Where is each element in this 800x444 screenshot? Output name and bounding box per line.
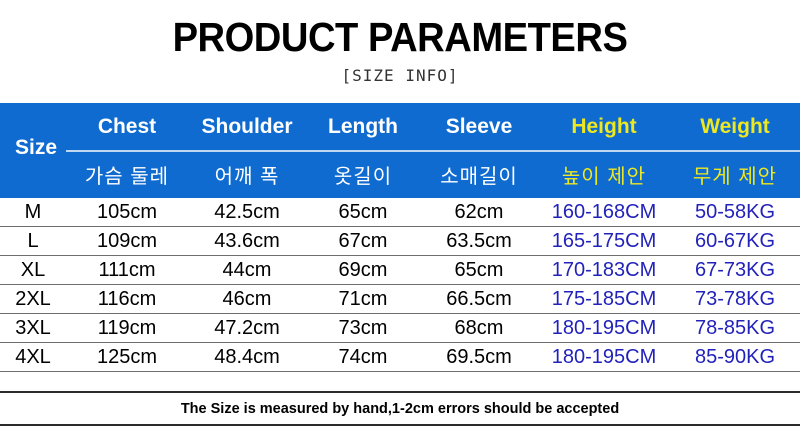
cell-size: M (24, 200, 42, 223)
cell-height: 175-185CM (551, 287, 657, 310)
column-header-chest-kr: 가슴 둘레 (84, 166, 170, 188)
cell-sleeve: 62cm (454, 200, 504, 223)
cell-sleeve: 69.5cm (446, 345, 512, 368)
cell-shoulder: 44cm (222, 258, 272, 281)
column-header-chest: Chest (97, 114, 157, 138)
cell-size: XL (20, 258, 46, 281)
cell-chest: 105cm (96, 200, 158, 223)
cell-shoulder: 48.4cm (214, 345, 280, 368)
cell-length: 73cm (338, 316, 388, 339)
table-row: 2XL 116cm 46cm 71cm 66.5cm 175-185CM 73-… (0, 285, 800, 314)
page-subtitle: [SIZE INFO] (341, 66, 459, 85)
column-header-length: Length (328, 114, 398, 138)
cell-length: 74cm (338, 345, 388, 368)
cell-sleeve: 63.5cm (446, 229, 512, 252)
page-title: PRODUCT PARAMETERS (172, 14, 628, 60)
table-row: XL 111cm 44cm 69cm 65cm 170-183CM 67-73K… (0, 256, 800, 285)
cell-sleeve: 68cm (454, 316, 504, 339)
table-row: L 109cm 43.6cm 67cm 63.5cm 165-175CM 60-… (0, 227, 800, 256)
cell-shoulder: 43.6cm (214, 229, 280, 252)
cell-sleeve: 66.5cm (446, 287, 512, 310)
cell-weight: 50-58KG (694, 200, 776, 223)
column-header-sleeve: Sleeve (445, 114, 513, 138)
cell-height: 180-195CM (551, 345, 657, 368)
column-header-size: Size (14, 136, 58, 159)
table-spacer-row (0, 372, 800, 393)
cell-weight: 67-73KG (694, 258, 776, 281)
header-row-english: Chest Shoulder Length Sleeve Height Weig… (0, 103, 800, 150)
header-divider-line (66, 150, 800, 152)
table-header: Size Chest Shoulder Length Sleeve Height… (0, 103, 800, 198)
cell-shoulder: 42.5cm (214, 200, 280, 223)
cell-height: 160-168CM (551, 200, 657, 223)
cell-weight: 85-90KG (694, 345, 776, 368)
cell-chest: 111cm (98, 258, 156, 281)
size-table: Size Chest Shoulder Length Sleeve Height… (0, 103, 800, 426)
column-header-height: Height (571, 114, 637, 138)
column-header-sleeve-kr: 소매길이 (440, 166, 518, 188)
cell-shoulder: 47.2cm (214, 316, 280, 339)
column-header-weight: Weight (700, 114, 770, 138)
cell-shoulder: 46cm (222, 287, 272, 310)
column-header-length-kr: 옷길이 (333, 166, 393, 188)
cell-size: L (27, 229, 39, 252)
cell-sleeve: 65cm (454, 258, 504, 281)
cell-chest: 116cm (97, 287, 157, 310)
column-header-shoulder: Shoulder (201, 114, 293, 138)
cell-height: 180-195CM (551, 316, 657, 339)
header-row-korean: 가슴 둘레 어깨 폭 옷길이 소매길이 높이 제안 무게 제안 (0, 151, 800, 198)
cell-chest: 109cm (96, 229, 158, 252)
cell-chest: 119cm (97, 316, 157, 339)
cell-length: 71cm (338, 287, 388, 310)
cell-size: 2XL (15, 287, 51, 310)
cell-size: 4XL (15, 345, 51, 368)
cell-length: 69cm (338, 258, 388, 281)
cell-weight: 60-67KG (694, 229, 776, 252)
table-row: 3XL 119cm 47.2cm 73cm 68cm 180-195CM 78-… (0, 314, 800, 343)
cell-weight: 73-78KG (694, 287, 776, 310)
measurement-disclaimer: The Size is measured by hand,1-2cm error… (0, 393, 800, 426)
column-header-shoulder-kr: 어깨 폭 (214, 166, 280, 188)
cell-weight: 78-85KG (694, 316, 776, 339)
cell-length: 65cm (338, 200, 388, 223)
cell-height: 165-175CM (551, 229, 657, 252)
column-header-weight-kr: 무게 제안 (692, 166, 778, 188)
cell-size: 3XL (15, 316, 51, 339)
table-row: 4XL 125cm 48.4cm 74cm 69.5cm 180-195CM 8… (0, 343, 800, 372)
cell-length: 67cm (338, 229, 388, 252)
cell-height: 170-183CM (551, 258, 657, 281)
column-header-height-kr: 높이 제안 (561, 166, 647, 188)
cell-chest: 125cm (96, 345, 158, 368)
table-row: M 105cm 42.5cm 65cm 62cm 160-168CM 50-58… (0, 198, 800, 227)
